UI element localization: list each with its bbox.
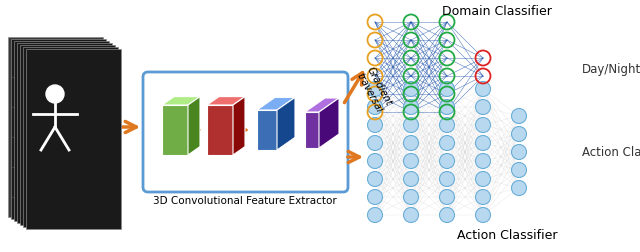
Circle shape	[511, 109, 527, 124]
Polygon shape	[233, 97, 245, 155]
Text: Action Classifier: Action Classifier	[457, 229, 557, 241]
Circle shape	[440, 82, 454, 97]
Circle shape	[476, 136, 490, 151]
Circle shape	[367, 136, 383, 151]
Polygon shape	[162, 106, 188, 155]
Circle shape	[476, 208, 490, 223]
Text: Action Class?: Action Class?	[582, 146, 640, 159]
Circle shape	[367, 172, 383, 187]
Polygon shape	[305, 113, 319, 148]
Circle shape	[440, 208, 454, 223]
Circle shape	[511, 181, 527, 196]
Circle shape	[367, 190, 383, 205]
Circle shape	[367, 208, 383, 223]
Text: Day/Night?: Day/Night?	[582, 63, 640, 76]
Circle shape	[476, 100, 490, 115]
Circle shape	[440, 118, 454, 133]
Polygon shape	[257, 111, 277, 150]
Polygon shape	[277, 98, 295, 150]
Polygon shape	[257, 98, 295, 111]
Circle shape	[367, 100, 383, 115]
Circle shape	[511, 145, 527, 160]
Bar	[8, 38, 103, 217]
Circle shape	[440, 100, 454, 115]
Circle shape	[367, 154, 383, 169]
Circle shape	[403, 82, 419, 97]
Bar	[20, 46, 115, 225]
Polygon shape	[207, 97, 245, 106]
Circle shape	[511, 127, 527, 142]
Circle shape	[403, 190, 419, 205]
Circle shape	[476, 172, 490, 187]
Circle shape	[440, 190, 454, 205]
Polygon shape	[305, 99, 339, 113]
Bar	[23, 48, 118, 227]
Circle shape	[403, 154, 419, 169]
Circle shape	[440, 172, 454, 187]
Circle shape	[440, 154, 454, 169]
Text: Gradient
traversal: Gradient traversal	[355, 66, 394, 114]
Circle shape	[403, 100, 419, 115]
Circle shape	[476, 154, 490, 169]
Circle shape	[440, 136, 454, 151]
Circle shape	[476, 190, 490, 205]
Text: 3D Convolutional Feature Extractor: 3D Convolutional Feature Extractor	[153, 195, 337, 205]
Bar	[26, 50, 121, 229]
Circle shape	[403, 208, 419, 223]
Circle shape	[367, 82, 383, 97]
Bar	[11, 40, 106, 219]
Circle shape	[476, 82, 490, 97]
Polygon shape	[319, 99, 339, 148]
Circle shape	[403, 172, 419, 187]
Bar	[17, 44, 112, 223]
Bar	[14, 42, 109, 221]
Text: Domain Classifier: Domain Classifier	[442, 5, 552, 17]
Circle shape	[403, 136, 419, 151]
Polygon shape	[188, 97, 200, 155]
Circle shape	[46, 86, 64, 104]
Circle shape	[476, 118, 490, 133]
Circle shape	[403, 118, 419, 133]
Polygon shape	[162, 97, 200, 106]
Polygon shape	[207, 106, 233, 155]
Circle shape	[511, 163, 527, 178]
Circle shape	[367, 118, 383, 133]
FancyBboxPatch shape	[143, 73, 348, 192]
